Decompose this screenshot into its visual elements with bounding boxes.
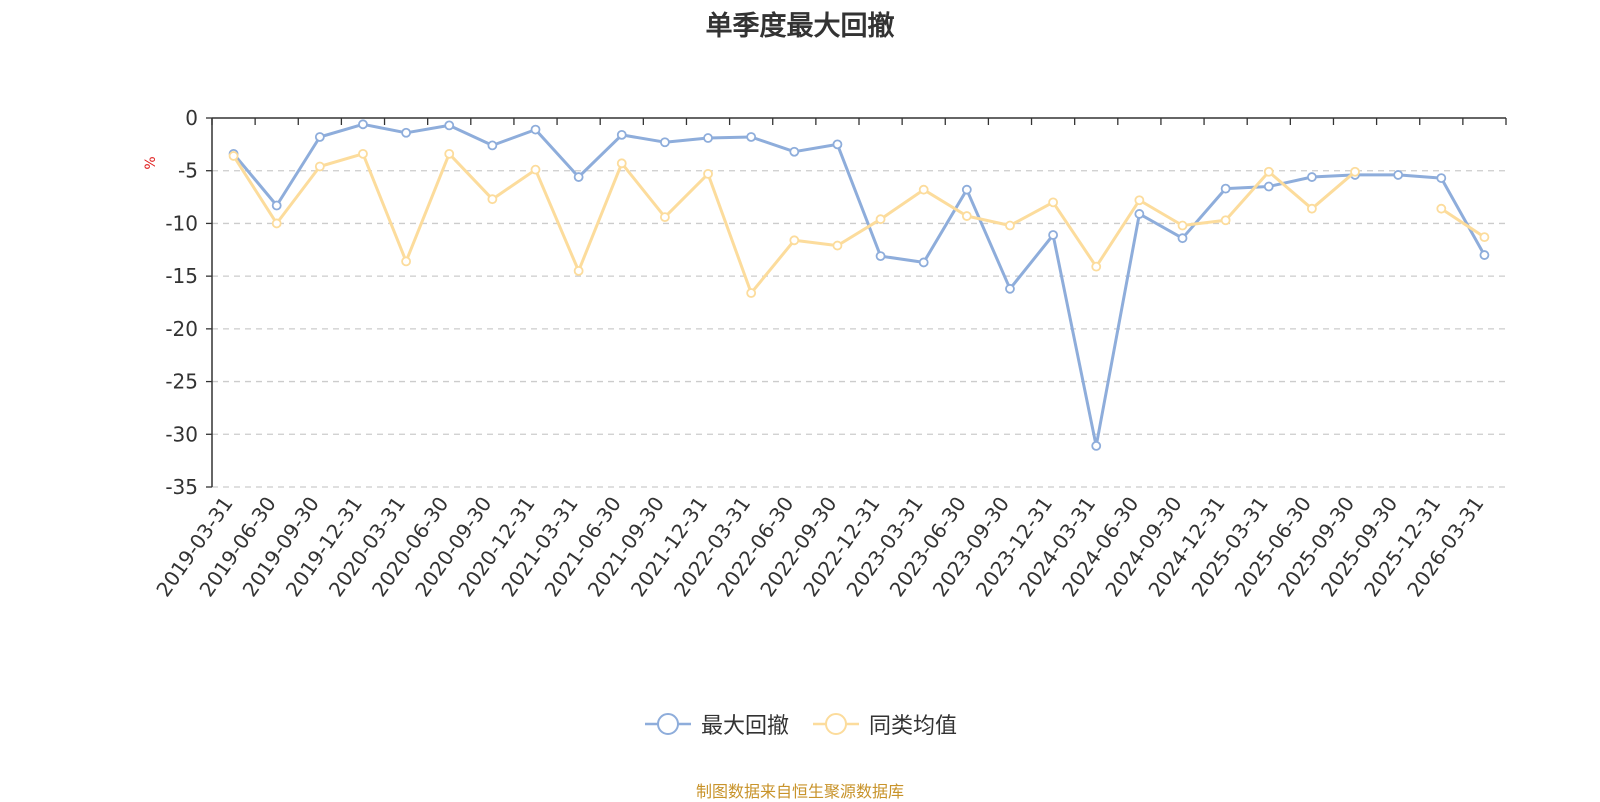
data-point[interactable] [961,184,972,195]
legend: 最大回撤 同类均值 [0,708,1600,740]
y-tick-label: 0 [185,106,198,130]
y-tick-label: -35 [165,475,198,499]
data-point[interactable] [961,211,972,221]
data-point[interactable] [1350,166,1360,177]
data-point[interactable] [703,133,713,143]
data-point[interactable] [314,132,325,142]
legend-item[interactable]: 同类均值 [811,708,957,740]
data-point[interactable] [1091,440,1102,451]
data-point[interactable] [918,257,929,268]
data-point[interactable] [875,251,886,262]
y-tick-label: -5 [178,159,198,183]
data-point[interactable] [746,132,757,142]
data-point[interactable] [1005,220,1015,231]
data-point[interactable] [487,140,498,151]
legend-item[interactable]: 最大回撤 [643,708,789,740]
data-point[interactable] [1436,203,1447,214]
data-point[interactable] [1436,173,1447,183]
legend-label: 同类均值 [869,714,958,739]
data-point[interactable] [228,151,239,161]
legend-label: 最大回撤 [700,714,789,739]
data-point[interactable] [1220,183,1231,194]
data-point[interactable] [1134,209,1145,219]
data-point[interactable] [1393,170,1404,180]
data-point[interactable] [1263,166,1274,177]
series-line-1 [1440,207,1486,239]
legend-marker-icon [813,713,859,735]
data-point[interactable] [358,148,368,159]
data-point[interactable] [1177,233,1188,244]
data-point[interactable] [1134,195,1145,206]
data-point[interactable] [616,129,627,140]
data-point[interactable] [832,240,843,251]
data-point[interactable] [573,172,584,182]
data-point[interactable] [1479,250,1490,260]
data-point[interactable] [746,288,757,298]
data-point[interactable] [1177,220,1188,231]
data-point[interactable] [314,161,325,172]
data-point[interactable] [660,212,670,223]
series-line-0 [232,122,1486,448]
y-tick-label: -15 [165,264,198,288]
data-point[interactable] [487,194,498,205]
data-point[interactable] [271,200,282,211]
data-point[interactable] [358,119,368,130]
data-point[interactable] [444,120,455,131]
source-note: 制图数据来自恒生聚源数据库 [695,782,904,801]
data-point[interactable] [1048,197,1058,208]
data-point[interactable] [1005,283,1015,294]
data-point[interactable] [1048,230,1058,240]
data-point[interactable] [401,256,412,267]
data-point[interactable] [530,124,541,135]
data-point[interactable] [1091,261,1102,272]
y-tick-label: -10 [165,211,198,235]
data-point[interactable] [530,164,541,175]
y-tick-label: -20 [165,317,198,341]
y-axis-unit: % [143,156,159,169]
data-point[interactable] [1479,232,1490,243]
data-point[interactable] [1263,181,1274,192]
data-point[interactable] [1307,172,1317,182]
data-point[interactable] [789,235,800,246]
y-tick-label: -30 [165,422,198,446]
data-point[interactable] [1307,203,1317,214]
data-point[interactable] [660,137,670,148]
data-point[interactable] [401,127,412,138]
data-point[interactable] [789,146,800,157]
y-tick-label: -25 [165,370,198,394]
data-point[interactable] [1220,215,1231,226]
data-point[interactable] [573,265,584,276]
data-point[interactable] [616,158,627,169]
chart-title: 单季度最大回撤 [705,11,895,42]
data-point[interactable] [832,139,843,150]
legend-marker-icon [644,713,691,735]
data-point[interactable] [271,218,282,229]
data-point[interactable] [444,148,455,159]
data-point[interactable] [875,214,886,225]
data-point[interactable] [703,168,713,179]
data-point[interactable] [918,184,929,195]
